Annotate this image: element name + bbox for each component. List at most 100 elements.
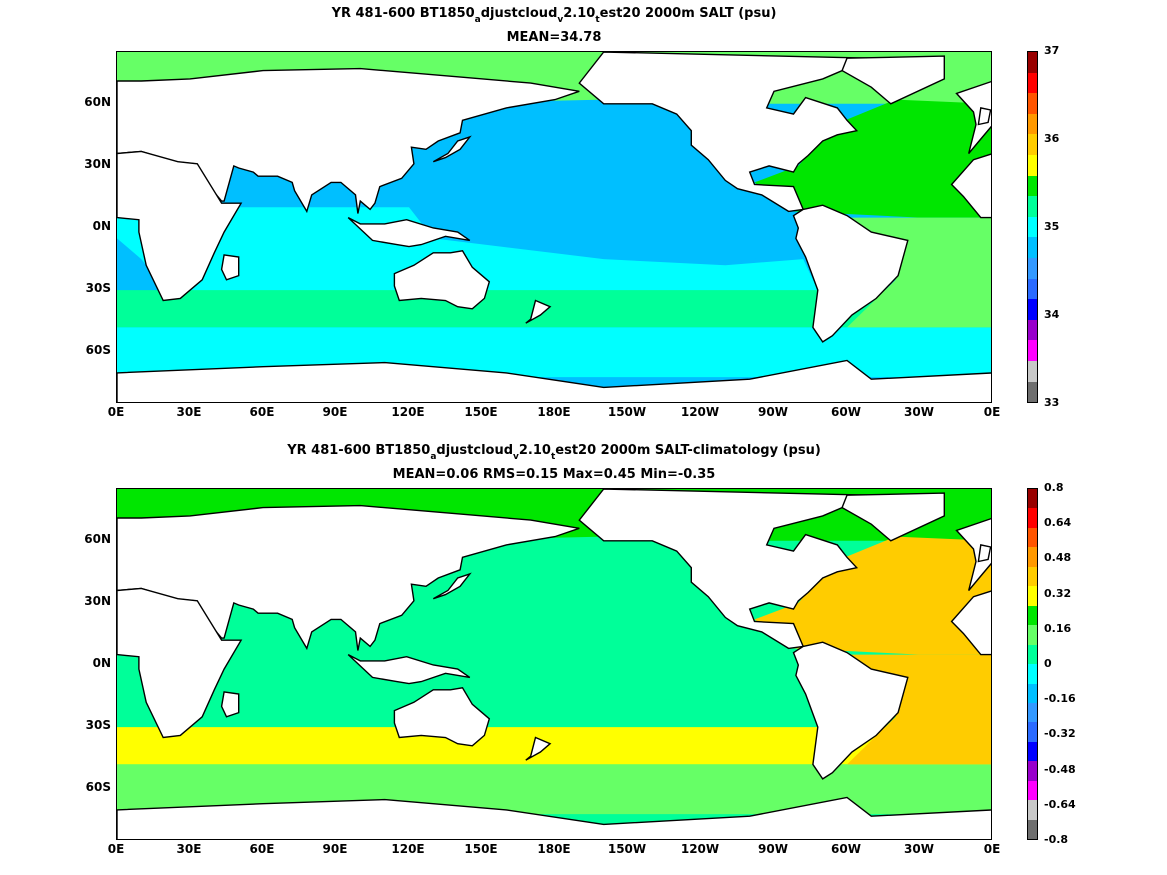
colorbar-swatch xyxy=(1028,800,1037,820)
x-tick-label: 30E xyxy=(176,842,202,856)
x-tick-label: 150W xyxy=(607,842,647,856)
colorbar-label: 34 xyxy=(1044,308,1060,321)
colorbar-swatch xyxy=(1028,547,1037,567)
bottom-panel-title: YR 481-600 BT1850adjustcloudv2.10test20 … xyxy=(287,443,821,462)
x-tick-label: 180E xyxy=(537,405,571,419)
landmass-africa_w xyxy=(950,153,991,219)
landmass-australia xyxy=(393,687,491,747)
colorbar-swatch xyxy=(1028,134,1037,155)
top-salinity-map xyxy=(116,51,992,403)
colorbar-label: 0.48 xyxy=(1044,551,1072,565)
colorbar-label: -0.16 xyxy=(1044,692,1076,706)
y-tick-label: 60S xyxy=(85,780,111,795)
landmass-japan xyxy=(432,135,472,163)
colorbar-label: 33 xyxy=(1044,396,1060,409)
top-panel-subtitle: MEAN=34.78 xyxy=(506,30,602,45)
landmass-europe_w xyxy=(955,517,991,591)
y-tick-label: 60N xyxy=(84,94,111,109)
x-tick-label: 60E xyxy=(249,405,275,419)
landmass-antarctica xyxy=(117,796,991,839)
colorbar-swatch xyxy=(1028,72,1037,94)
colorbar-swatch xyxy=(1028,340,1037,361)
y-tick-label: 30S xyxy=(85,718,111,733)
x-tick-label: 90E xyxy=(322,842,348,856)
colorbar-swatch xyxy=(1028,360,1037,382)
salinity-region xyxy=(117,727,991,765)
colorbar-label: -0.8 xyxy=(1044,833,1069,846)
map-canvas xyxy=(117,52,991,402)
colorbar-swatch xyxy=(1028,93,1037,114)
colorbar-label: 0.64 xyxy=(1044,516,1072,530)
colorbar-swatch xyxy=(1028,780,1037,801)
landmass-uk xyxy=(977,544,991,563)
landmass-australia xyxy=(393,250,491,310)
landmass-samerica xyxy=(792,204,909,343)
colorbar-swatch xyxy=(1028,586,1037,606)
y-tick-label: 0N xyxy=(92,219,111,233)
landmass-indonesia xyxy=(347,653,471,685)
colorbar-swatch xyxy=(1028,702,1037,723)
colorbar-swatch xyxy=(1028,319,1037,341)
colorbar-swatch xyxy=(1028,381,1037,403)
colorbar-swatch xyxy=(1028,489,1037,509)
landmass-africa xyxy=(117,587,243,739)
colorbar-label: -0.32 xyxy=(1044,727,1076,741)
landmass-madagascar xyxy=(220,691,240,718)
landmass-japan xyxy=(432,572,472,600)
bottom-panel-subtitle: MEAN=0.06 RMS=0.15 Max=0.45 Min=-0.35 xyxy=(392,467,716,482)
bottom-anomaly-map xyxy=(116,488,992,840)
salinity-region xyxy=(409,99,799,266)
salinity-region xyxy=(754,99,991,218)
colorbar-label: -0.64 xyxy=(1044,797,1076,811)
salinity-region xyxy=(117,290,991,328)
colorbar-swatch xyxy=(1028,819,1037,840)
landmass-antarctica xyxy=(117,359,991,402)
colorbar-label: 0.8 xyxy=(1044,481,1064,494)
colorbar-swatch xyxy=(1028,52,1037,73)
colorbar-swatch xyxy=(1028,175,1037,197)
x-tick-label: 0E xyxy=(107,842,125,856)
colorbar-swatch xyxy=(1028,664,1037,684)
y-tick-label: 30N xyxy=(84,593,111,608)
colorbar-swatch xyxy=(1028,196,1037,217)
x-tick-label: 90W xyxy=(758,405,788,419)
top-colorbar xyxy=(1027,51,1038,403)
landmass-nz xyxy=(525,736,552,761)
colorbar-swatch xyxy=(1028,644,1037,665)
colorbar-swatch xyxy=(1028,299,1037,320)
x-tick-label: 120W xyxy=(680,842,720,856)
x-tick-label: 90E xyxy=(322,405,348,419)
landmass-samerica xyxy=(792,641,909,780)
colorbar-label: 35 xyxy=(1044,220,1060,233)
x-tick-label: 150E xyxy=(464,405,498,419)
landmass-namerica xyxy=(578,489,872,650)
colorbar-label: 0 xyxy=(1044,657,1052,670)
x-tick-label: 30E xyxy=(176,405,202,419)
salinity-region xyxy=(409,536,799,703)
colorbar-swatch xyxy=(1028,237,1037,258)
top-panel-title: YR 481-600 BT1850adjustcloudv2.10test20 … xyxy=(331,6,777,25)
colorbar-swatch xyxy=(1028,761,1037,781)
y-tick-label: 0N xyxy=(92,656,111,670)
colorbar-label: 0.32 xyxy=(1044,586,1072,600)
landmass-africa_w xyxy=(950,590,991,656)
landmass-madagascar xyxy=(220,254,240,281)
landmass-nz xyxy=(525,299,552,324)
colorbar-swatch xyxy=(1028,566,1037,587)
landmass-indonesia xyxy=(347,216,471,248)
bottom-colorbar xyxy=(1027,488,1038,840)
colorbar-swatch xyxy=(1028,527,1037,548)
landmass-europe_w xyxy=(955,80,991,154)
colorbar-swatch xyxy=(1028,625,1037,645)
colorbar-swatch xyxy=(1028,154,1037,176)
colorbar-swatch xyxy=(1028,605,1037,626)
colorbar-swatch xyxy=(1028,216,1037,238)
colorbar-label: 36 xyxy=(1044,132,1060,145)
x-tick-label: 120E xyxy=(391,842,425,856)
salinity-region xyxy=(117,207,818,295)
x-tick-label: 150W xyxy=(607,405,647,419)
x-tick-label: 0E xyxy=(983,405,1001,419)
colorbar-swatch xyxy=(1028,113,1037,135)
y-tick-label: 60S xyxy=(85,343,111,358)
map-canvas xyxy=(117,489,991,839)
